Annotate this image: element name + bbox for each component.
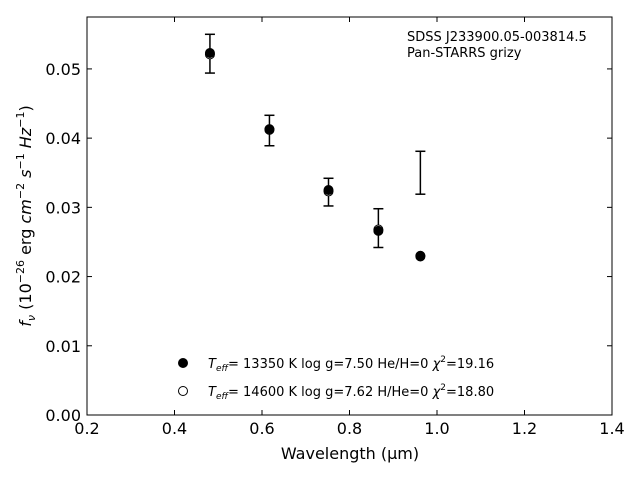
legend: Teff= 13350 K log g=7.50 He/H=0 χ2=19.16…	[178, 355, 494, 402]
x-tick-label: 0.8	[337, 419, 362, 438]
model-point-da	[323, 185, 334, 196]
y-tick-label: 0.01	[45, 337, 81, 356]
data-marks	[204, 47, 426, 262]
legend-label-da: Teff= 13350 K log g=7.50 He/H=0 χ2=19.16	[208, 355, 494, 374]
x-tick-label: 0.6	[249, 419, 274, 438]
y-tick-label: 0.05	[45, 60, 81, 79]
y-tick-label: 0.03	[45, 198, 81, 217]
x-tick-label: 1.4	[599, 419, 624, 438]
y-axis-label: fν (10−26 erg cm−2 s−1 Hz−1)	[14, 105, 38, 326]
x-tick-label: 1.2	[512, 419, 537, 438]
annotation-line-1: SDSS J233900.05-003814.5	[407, 30, 587, 45]
x-axis-label: Wavelength (μm)	[281, 444, 419, 463]
model-point-da	[264, 124, 275, 135]
error-bars	[204, 33, 426, 249]
y-tick-label: 0.00	[45, 406, 81, 425]
axis-ticks: 0.2 0.4 0.6 0.8 1.0 1.2 1.4 0.00 0.01 0.02 0.03 0.0…	[45, 17, 625, 438]
x-tick-label: 0.4	[162, 419, 187, 438]
legend-marker-da	[178, 358, 188, 368]
x-tick-label: 0.2	[74, 419, 99, 438]
model-point-da	[373, 225, 384, 236]
model-point-da	[204, 47, 215, 58]
annotation-line-2: Pan-STARRS grizy	[407, 46, 522, 61]
error-bar	[415, 150, 426, 195]
x-tick-label: 1.0	[424, 419, 449, 438]
y-tick-label: 0.04	[45, 129, 81, 148]
legend-label-db: Teff= 14600 K log g=7.62 H/He=0 χ2=18.80	[208, 383, 494, 402]
plot-frame	[86, 16, 613, 416]
legend-marker-db	[178, 386, 188, 396]
model-point-da	[415, 250, 426, 261]
y-tick-label: 0.02	[45, 268, 81, 287]
